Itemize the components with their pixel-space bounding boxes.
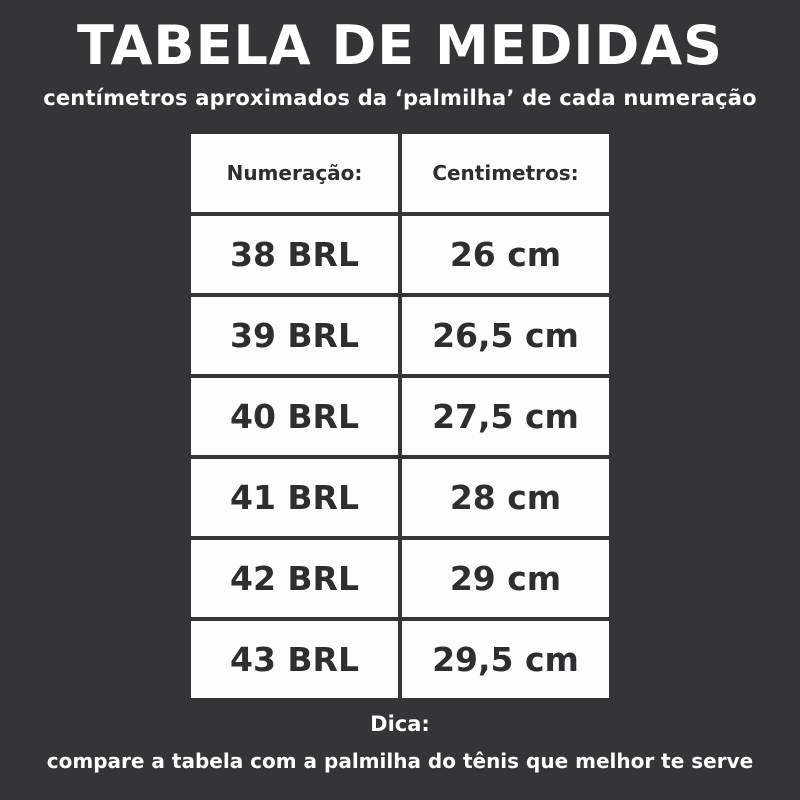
- size-cell: 41 BRL: [191, 459, 398, 536]
- cm-cell: 26 cm: [402, 216, 609, 293]
- size-cell: 39 BRL: [191, 297, 398, 374]
- tip-label: Dica:: [370, 712, 430, 736]
- table-row: 39 BRL 26,5 cm: [191, 297, 609, 374]
- size-cell: 38 BRL: [191, 216, 398, 293]
- table-row: 40 BRL 27,5 cm: [191, 378, 609, 455]
- cm-cell: 29 cm: [402, 540, 609, 617]
- size-table: Numeração: Centimetros: 38 BRL 26 cm 39 B…: [187, 130, 613, 702]
- table-row: 41 BRL 28 cm: [191, 459, 609, 536]
- cm-cell: 29,5 cm: [402, 621, 609, 698]
- tip-text: compare a tabela com a palmilha do tênis…: [46, 749, 754, 773]
- cm-cell: 28 cm: [402, 459, 609, 536]
- table-row: 38 BRL 26 cm: [191, 216, 609, 293]
- size-cell: 40 BRL: [191, 378, 398, 455]
- table-row: 42 BRL 29 cm: [191, 540, 609, 617]
- table-header-row: Numeração: Centimetros:: [191, 134, 609, 212]
- header-centimetros: Centimetros:: [402, 134, 609, 212]
- page-title: TABELA DE MEDIDAS: [76, 14, 724, 77]
- table-row: 43 BRL 29,5 cm: [191, 621, 609, 698]
- subtitle: centímetros aproximados da ‘palmilha’ de…: [43, 86, 757, 110]
- size-cell: 43 BRL: [191, 621, 398, 698]
- size-cell: 42 BRL: [191, 540, 398, 617]
- header-numeracao: Numeração:: [191, 134, 398, 212]
- cm-cell: 27,5 cm: [402, 378, 609, 455]
- cm-cell: 26,5 cm: [402, 297, 609, 374]
